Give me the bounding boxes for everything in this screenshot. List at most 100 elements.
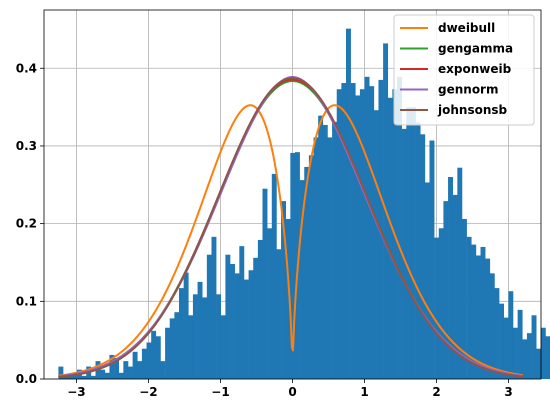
x-tick-label: 1 <box>360 385 368 399</box>
histogram-bar <box>420 134 426 379</box>
histogram-bar <box>503 317 509 379</box>
histogram-bar <box>225 254 231 379</box>
x-tick-label: −2 <box>139 385 157 399</box>
x-tick-label: −3 <box>67 385 85 399</box>
histogram-bar <box>299 180 305 379</box>
fit-curves <box>58 76 524 378</box>
histogram-bar <box>540 327 546 379</box>
histogram-bar <box>318 115 324 380</box>
legend-label-johnsonsb: johnsonsb <box>437 103 508 117</box>
histogram-bar <box>415 122 421 380</box>
histogram-bar <box>545 336 550 379</box>
histogram-bar <box>457 167 463 379</box>
histogram-bar <box>475 255 481 379</box>
histogram-bar <box>359 89 365 380</box>
histogram-bar <box>304 166 310 379</box>
histogram-bar <box>174 312 180 379</box>
histogram-bar <box>281 201 287 379</box>
histogram-bar <box>443 201 449 379</box>
histogram-bar <box>466 236 472 379</box>
x-tick-label: 2 <box>432 385 440 399</box>
histogram-bar <box>239 246 245 379</box>
histogram-bar <box>234 273 240 379</box>
histogram-bar <box>58 366 64 379</box>
x-axis: −3 −2 −1 0 1 2 3 <box>67 379 513 399</box>
histogram-bar <box>160 361 166 379</box>
histogram-bar <box>327 137 333 379</box>
histogram-bar <box>397 76 402 380</box>
histogram-bars <box>58 28 550 380</box>
histogram-bar <box>104 372 110 379</box>
histogram-bar <box>461 218 467 379</box>
y-tick-label: 0.4 <box>16 61 37 75</box>
histogram-bar <box>448 177 453 379</box>
histogram-bar <box>230 264 235 379</box>
histogram-bar <box>346 28 351 379</box>
curve-gennorm <box>58 76 524 378</box>
histogram-bar <box>137 361 143 379</box>
histogram-bar <box>67 375 73 379</box>
legend: dweibull gengamma exponweib gennorm johnsons… <box>393 14 535 126</box>
histogram-bar <box>508 291 514 379</box>
histogram-bar <box>262 188 268 379</box>
histogram-bar <box>410 107 416 380</box>
histogram-bar <box>151 330 157 379</box>
histogram-bar <box>257 239 263 379</box>
legend-label-dweibull: dweibull <box>438 21 495 35</box>
histogram-bar <box>480 246 486 379</box>
histogram-bar <box>364 76 370 380</box>
histogram-bar <box>350 83 356 379</box>
histogram-bar <box>512 327 518 379</box>
histogram-bar <box>285 218 291 379</box>
y-tick-label: 0.3 <box>16 139 37 153</box>
legend-label-gengamma: gengamma <box>438 42 513 56</box>
histogram-bar <box>434 237 440 379</box>
histogram-bar <box>146 342 152 379</box>
histogram-bar <box>322 124 328 380</box>
histogram-bar <box>499 303 505 379</box>
histogram-bar <box>109 354 115 379</box>
legend-label-gennorm: gennorm <box>438 83 498 97</box>
histogram-bar <box>90 375 96 379</box>
histogram-bar <box>81 375 87 379</box>
histogram-bar <box>526 333 532 379</box>
histogram-bar <box>517 309 523 379</box>
y-tick-label: 0.2 <box>16 217 37 231</box>
histogram-bar <box>188 315 194 379</box>
histogram-bar <box>424 182 430 379</box>
legend-label-exponweib: exponweib <box>438 62 512 76</box>
histogram-bar <box>536 348 542 379</box>
histogram-bar <box>192 294 198 379</box>
x-tick-label: 0 <box>288 385 296 399</box>
histogram-bar <box>489 273 495 379</box>
histogram-bar <box>267 228 273 379</box>
histogram-bar <box>290 152 296 379</box>
histogram-bar <box>211 236 217 379</box>
y-tick-label: 0.0 <box>16 372 37 386</box>
histogram-bar <box>183 272 189 379</box>
histogram-bar <box>452 194 458 379</box>
histogram-bar <box>253 257 259 379</box>
histogram-bar <box>406 107 412 380</box>
histogram-bar <box>165 327 171 379</box>
histogram-bar <box>197 281 203 379</box>
histogram-bar <box>216 294 222 379</box>
histogram-bar <box>220 315 226 379</box>
histogram-bar <box>271 173 277 379</box>
histogram-bar <box>336 89 342 380</box>
histogram-bar <box>243 279 249 379</box>
histogram-bar <box>132 351 138 379</box>
histogram-bar <box>141 348 147 379</box>
histogram-bar <box>114 358 120 379</box>
histogram-bar <box>401 128 407 379</box>
curve-johnsonsb <box>58 77 524 378</box>
y-tick-label: 0.1 <box>16 294 37 308</box>
histogram-bar <box>118 372 124 379</box>
histogram-bar <box>179 288 184 379</box>
histogram-bar <box>202 297 208 379</box>
histogram-bar <box>169 318 175 379</box>
curve-dweibull <box>58 104 524 377</box>
histogram-bar <box>494 288 500 379</box>
histogram-bar <box>100 369 106 379</box>
